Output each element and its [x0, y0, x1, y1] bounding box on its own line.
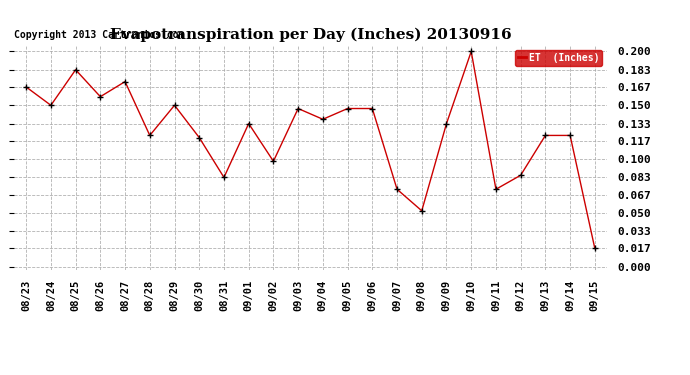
Title: Evapotranspiration per Day (Inches) 20130916: Evapotranspiration per Day (Inches) 2013… [110, 28, 511, 42]
Legend: ET  (Inches): ET (Inches) [515, 50, 602, 66]
Text: Copyright 2013 Cartronics.com: Copyright 2013 Cartronics.com [14, 30, 184, 40]
